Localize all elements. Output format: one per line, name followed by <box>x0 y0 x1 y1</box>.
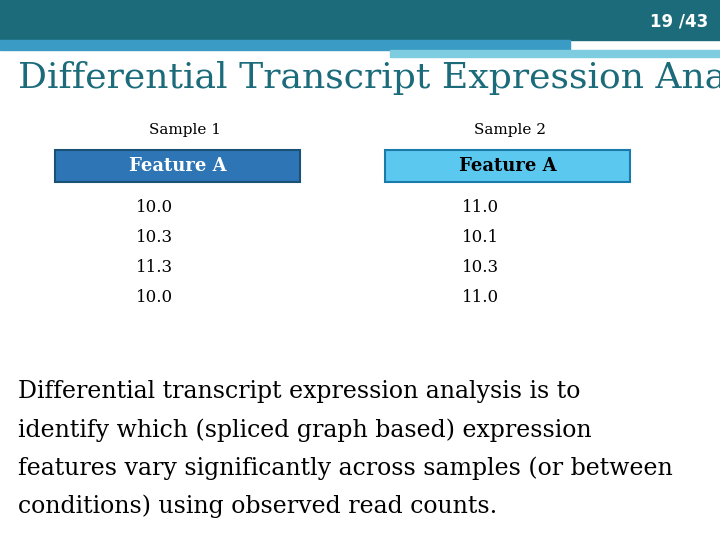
Text: 10.0: 10.0 <box>136 199 174 217</box>
Text: 10.1: 10.1 <box>462 230 498 246</box>
Bar <box>390 50 720 57</box>
Text: Feature A: Feature A <box>129 157 226 175</box>
Text: Feature A: Feature A <box>459 157 557 175</box>
Bar <box>385 150 630 182</box>
Text: 10.0: 10.0 <box>136 289 174 307</box>
Text: Sample 1: Sample 1 <box>149 123 221 137</box>
Text: 11.0: 11.0 <box>462 199 498 217</box>
Text: Sample 2: Sample 2 <box>474 123 546 137</box>
Text: features vary significantly across samples (or between: features vary significantly across sampl… <box>18 456 672 480</box>
Text: 10.3: 10.3 <box>136 230 174 246</box>
Text: Differential transcript expression analysis is to: Differential transcript expression analy… <box>18 380 580 403</box>
Bar <box>0 40 570 50</box>
Bar <box>55 150 300 182</box>
Text: Differential Transcript Expression Analysis: Differential Transcript Expression Analy… <box>18 60 720 95</box>
Text: conditions) using observed read counts.: conditions) using observed read counts. <box>18 494 498 517</box>
Text: 19 /43: 19 /43 <box>649 13 708 31</box>
Text: 10.3: 10.3 <box>462 260 498 276</box>
Text: identify which (spliced graph based) expression: identify which (spliced graph based) exp… <box>18 418 592 442</box>
Text: 11.0: 11.0 <box>462 289 498 307</box>
Text: 11.3: 11.3 <box>136 260 174 276</box>
Bar <box>0 0 720 40</box>
